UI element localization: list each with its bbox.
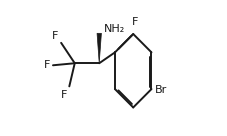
- Text: F: F: [52, 31, 58, 41]
- Text: NH₂: NH₂: [104, 24, 125, 34]
- Text: F: F: [131, 16, 138, 27]
- Text: F: F: [61, 90, 67, 100]
- Text: Br: Br: [154, 85, 167, 95]
- Text: F: F: [44, 60, 50, 70]
- Polygon shape: [97, 33, 101, 63]
